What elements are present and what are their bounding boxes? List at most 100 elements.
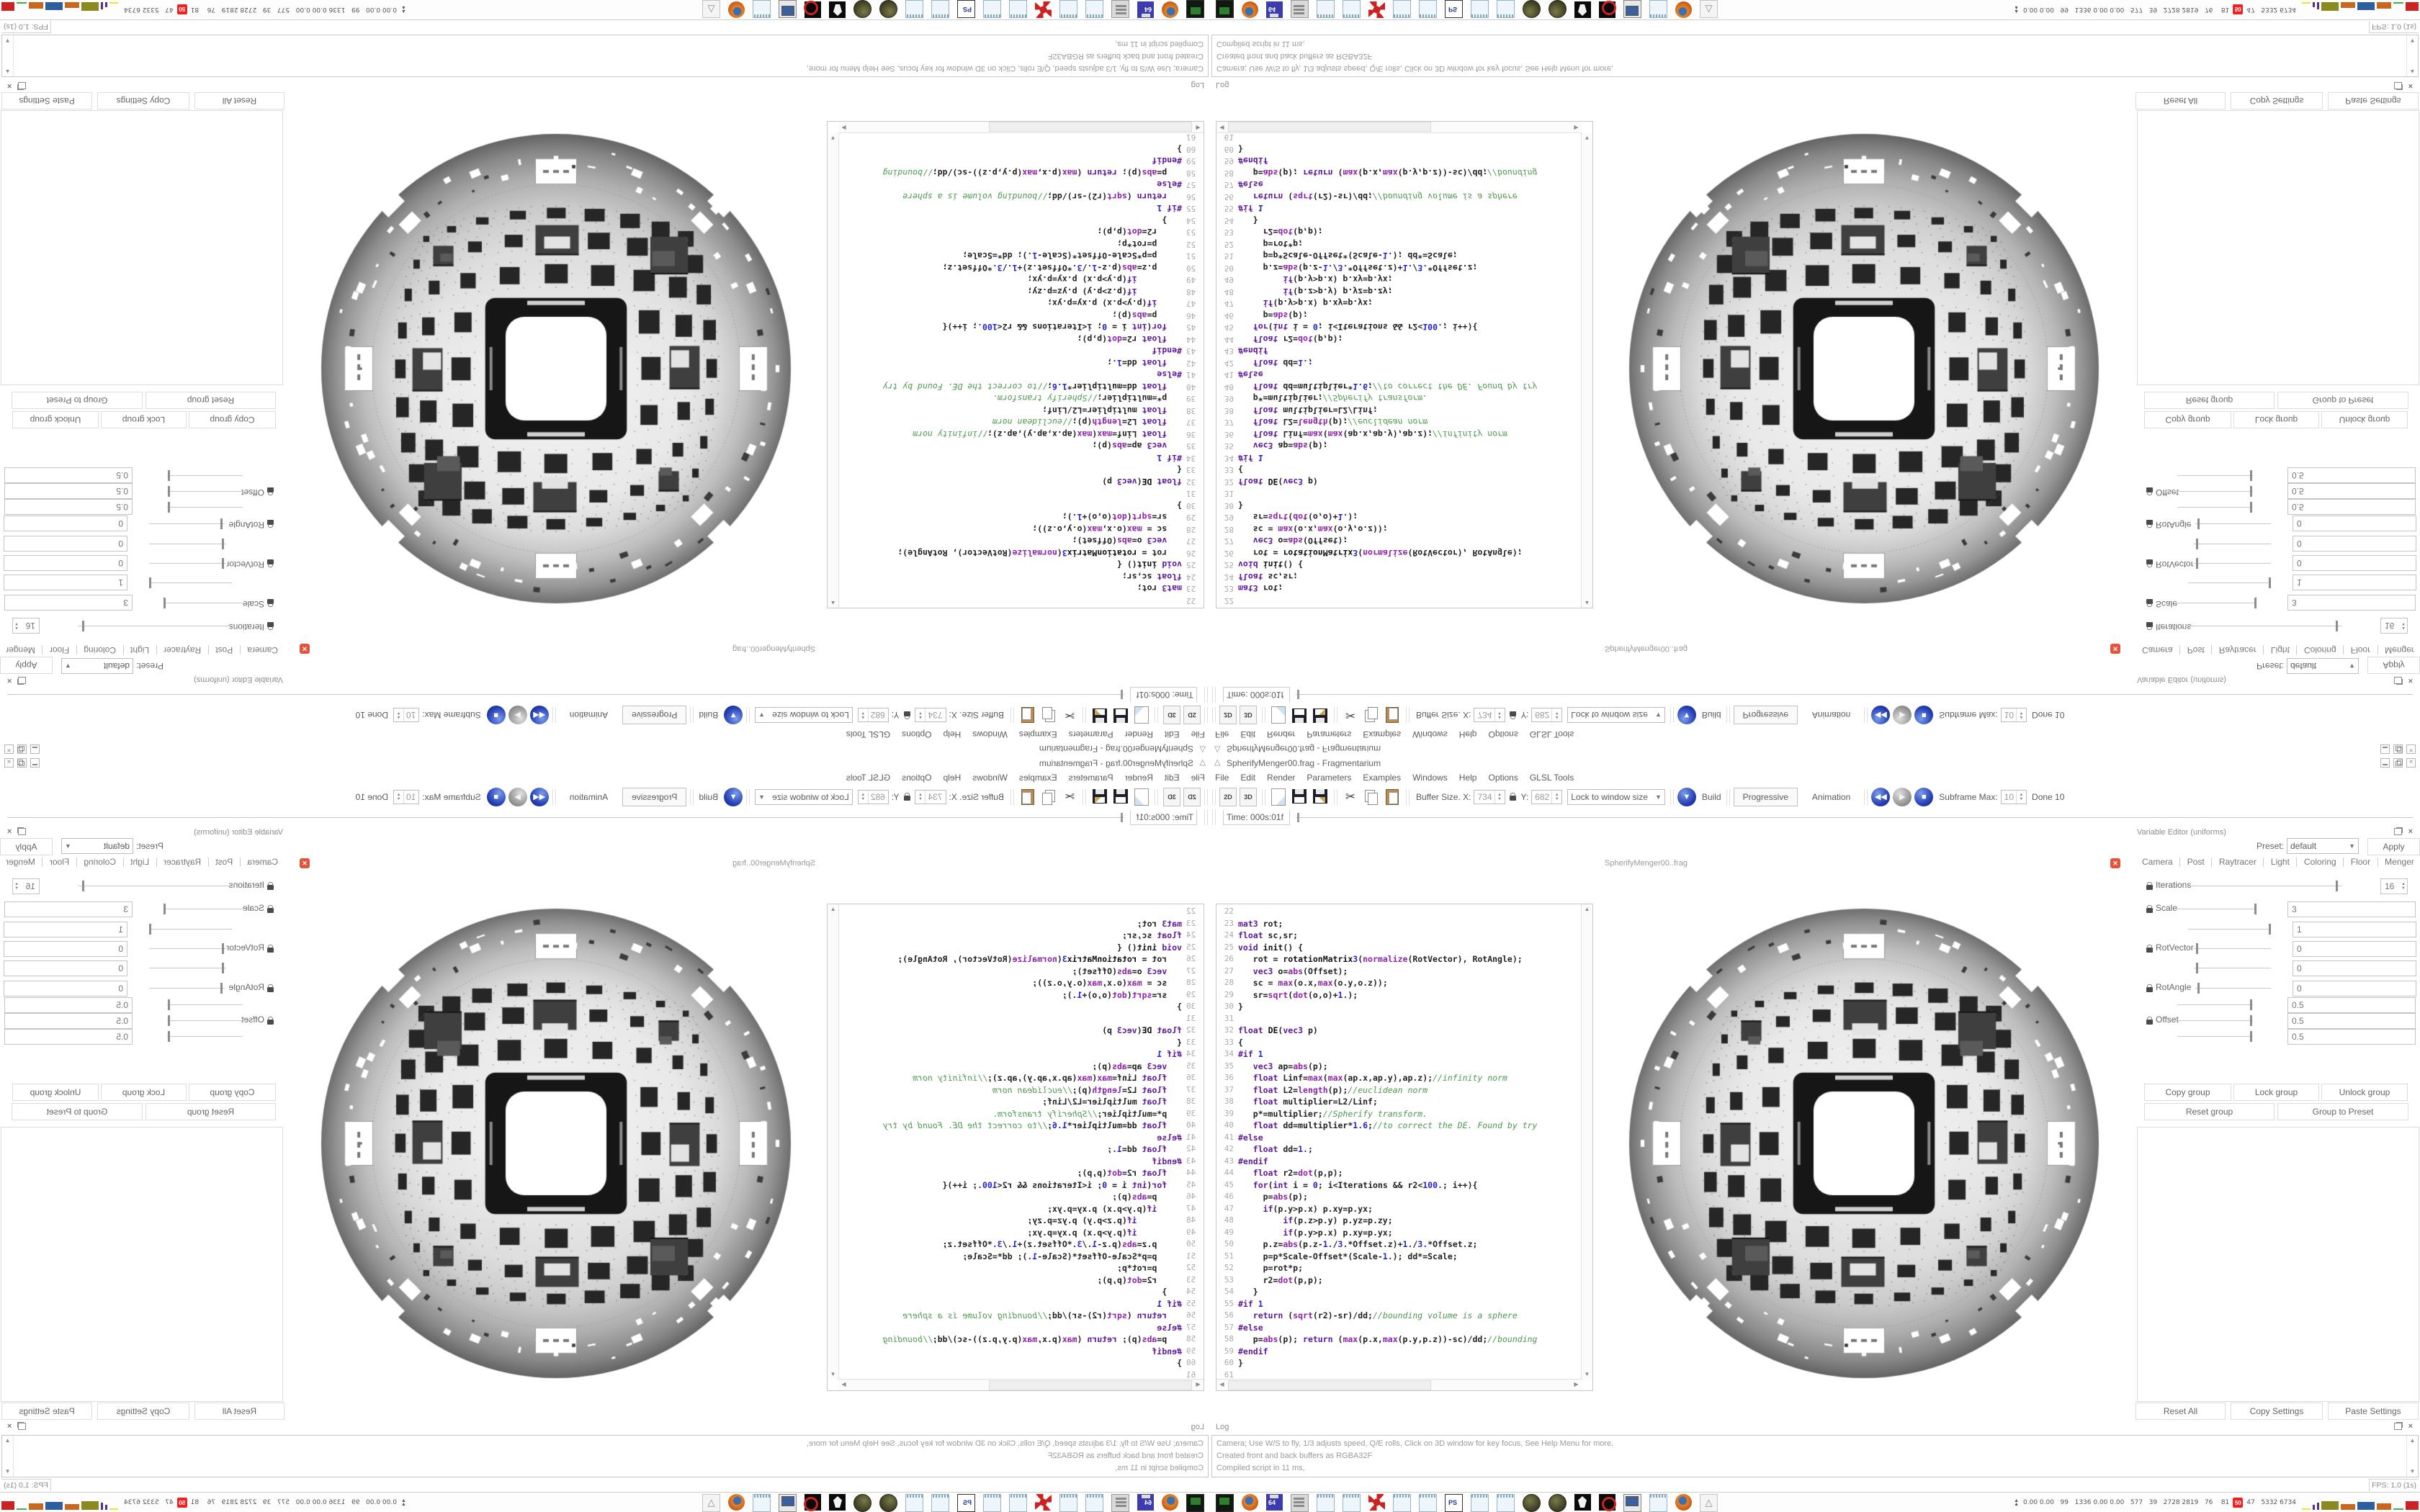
- scroll-right-icon[interactable]: ▶: [1574, 1381, 1579, 1387]
- menu-item-options[interactable]: Options: [1488, 729, 1518, 739]
- scroll-up-icon[interactable]: ▲: [830, 600, 836, 606]
- menu-item-file[interactable]: File: [1191, 773, 1205, 783]
- editor-vertical-scrollbar[interactable]: ▲ ▼: [828, 904, 839, 1380]
- menu-item-parameters[interactable]: Parameters: [1307, 729, 1352, 739]
- param-slider-handle[interactable]: [221, 943, 224, 954]
- tab-light[interactable]: Light: [2270, 645, 2290, 655]
- firefox-icon[interactable]: [728, 1494, 745, 1511]
- toolbar-grip[interactable]: [1406, 707, 1410, 724]
- tray-expand-icon[interactable]: ▲ ▲: [400, 1498, 406, 1507]
- notepad-icon[interactable]: [1317, 0, 1335, 18]
- lock-group-button[interactable]: Lock group: [101, 411, 187, 428]
- spinner-arrows-icon[interactable]: ▲ ▼: [915, 790, 926, 804]
- notepad-icon[interactable]: [905, 1494, 923, 1512]
- red-star-icon[interactable]: [1035, 1494, 1052, 1511]
- tab-floor[interactable]: Floor: [2350, 645, 2371, 655]
- notepad-icon[interactable]: [931, 1494, 949, 1512]
- lock-icon[interactable]: [267, 987, 274, 992]
- code-area[interactable]: 22 23 mat3 rot; 24 float sc,sr; 25 void init()…: [838, 906, 1204, 1380]
- close-dock-icon[interactable]: ×: [2408, 81, 2413, 90]
- new-file-button[interactable]: [1132, 788, 1151, 806]
- copy-settings-button[interactable]: Copy Settings: [2231, 92, 2323, 109]
- editor-vertical-scrollbar[interactable]: ▲ ▼: [828, 132, 839, 608]
- menu-item-examples[interactable]: Examples: [1363, 729, 1402, 739]
- scroll-up-icon[interactable]: ▲: [830, 906, 836, 912]
- render-view-fractal[interactable]: [1626, 906, 2102, 1381]
- scrollbar-thumb[interactable]: [989, 1380, 1192, 1390]
- float-dock-icon[interactable]: [2393, 1423, 2402, 1430]
- param-slider-handle[interactable]: [2249, 470, 2252, 481]
- spinner-arrows-icon[interactable]: ▲ ▼: [1494, 708, 1505, 722]
- notepad-icon[interactable]: [1009, 0, 1027, 18]
- param-slider[interactable]: [167, 491, 243, 492]
- code-editor[interactable]: 22 23 mat3 rot; 24 float sc,sr; 25 void init()…: [1216, 904, 1593, 1391]
- tab-floor[interactable]: Floor: [2350, 857, 2371, 867]
- play-button[interactable]: ▶: [508, 706, 527, 725]
- red-emblem-icon[interactable]: [805, 1494, 821, 1511]
- monitor-icon[interactable]: [779, 0, 797, 18]
- param-slider-handle[interactable]: [149, 577, 152, 588]
- editor-horizontal-scrollbar[interactable]: ◀ ▶: [1216, 1379, 1582, 1390]
- play-button[interactable]: ▶: [508, 787, 527, 806]
- paste-button[interactable]: [1383, 788, 1402, 806]
- scroll-down-icon[interactable]: ▼: [4, 1468, 11, 1475]
- code-area[interactable]: 22 23 mat3 rot; 24 float sc,sr; 25 void init()…: [1216, 906, 1582, 1380]
- postscript-icon[interactable]: [957, 1494, 975, 1512]
- tray-expand-icon[interactable]: ▲ ▲: [2014, 5, 2020, 14]
- param-slider[interactable]: [2195, 523, 2271, 524]
- float-dock-icon[interactable]: [18, 82, 27, 89]
- scroll-up-icon[interactable]: ▲: [2409, 68, 2416, 75]
- menu-item-edit[interactable]: Edit: [1240, 773, 1256, 783]
- reset-group-button[interactable]: Reset group: [145, 1103, 276, 1120]
- buffer-x-spinbox[interactable]: 734 ▲ ▼: [1474, 789, 1505, 804]
- paste-button[interactable]: [1018, 788, 1037, 806]
- view-2d-button[interactable]: 2D: [1219, 787, 1237, 806]
- toolbar-grip[interactable]: [746, 707, 750, 724]
- scroll-up-icon[interactable]: ▲: [4, 1437, 11, 1444]
- menu-item-examples[interactable]: Examples: [1018, 729, 1057, 739]
- toolbar-grip[interactable]: [1212, 707, 1216, 724]
- toolbar-grip[interactable]: [746, 788, 750, 805]
- view-2d-button[interactable]: 2D: [1183, 787, 1201, 806]
- tab-raytracer[interactable]: Raytracer: [163, 857, 202, 867]
- monitor-icon[interactable]: [1623, 0, 1641, 18]
- new-file-button[interactable]: [1269, 706, 1288, 725]
- param-slider-handle[interactable]: [2197, 518, 2200, 529]
- copy-settings-button[interactable]: Copy Settings: [97, 1403, 189, 1420]
- terminal-icon[interactable]: [1186, 1494, 1204, 1512]
- notepad-icon[interactable]: [931, 0, 949, 18]
- param-slider-handle[interactable]: [163, 598, 166, 608]
- menu-item-windows[interactable]: Windows: [972, 729, 1008, 739]
- toolbar-grip[interactable]: [1406, 788, 1410, 805]
- stop-button[interactable]: ■: [1914, 787, 1934, 806]
- lock-icon[interactable]: [2146, 945, 2153, 953]
- animation-button[interactable]: Animation: [1811, 791, 1851, 802]
- medallion-icon[interactable]: [879, 1494, 897, 1512]
- apply-button[interactable]: Apply: [2367, 838, 2420, 855]
- param-slider-handle[interactable]: [168, 470, 171, 481]
- red-star-icon[interactable]: [1035, 1, 1052, 18]
- param-slider-handle[interactable]: [168, 1015, 171, 1026]
- param-slider[interactable]: [2195, 988, 2271, 989]
- toolbar-grip[interactable]: [1726, 788, 1730, 805]
- tab-post[interactable]: Post: [215, 645, 233, 655]
- param-value-field[interactable]: 16 ▲ ▼: [2380, 618, 2408, 634]
- time-slider-handle[interactable]: [1121, 690, 1124, 700]
- log-scrollbar[interactable]: ▲ ▼: [2406, 35, 2418, 76]
- menu-item-options[interactable]: Options: [902, 729, 932, 739]
- menu-item-render[interactable]: Render: [1267, 729, 1296, 739]
- notepad-icon[interactable]: [753, 0, 771, 18]
- progressive-button[interactable]: Progressive: [1733, 787, 1798, 806]
- tab-light[interactable]: Light: [130, 857, 150, 867]
- toolbar-grip[interactable]: [1155, 788, 1158, 805]
- lock-icon[interactable]: [267, 1020, 274, 1025]
- tab-post[interactable]: Post: [2187, 857, 2205, 867]
- apply-button[interactable]: Apply: [0, 838, 53, 855]
- toolbar-grip[interactable]: [1334, 707, 1337, 724]
- param-slider[interactable]: [2194, 948, 2271, 949]
- lock-icon[interactable]: [267, 908, 274, 913]
- scroll-down-icon[interactable]: ▼: [2409, 37, 2416, 44]
- menu-item-edit[interactable]: Edit: [1164, 773, 1180, 783]
- toolbar-grip[interactable]: [1212, 687, 1216, 703]
- editor-vertical-scrollbar[interactable]: ▲ ▼: [1581, 132, 1592, 608]
